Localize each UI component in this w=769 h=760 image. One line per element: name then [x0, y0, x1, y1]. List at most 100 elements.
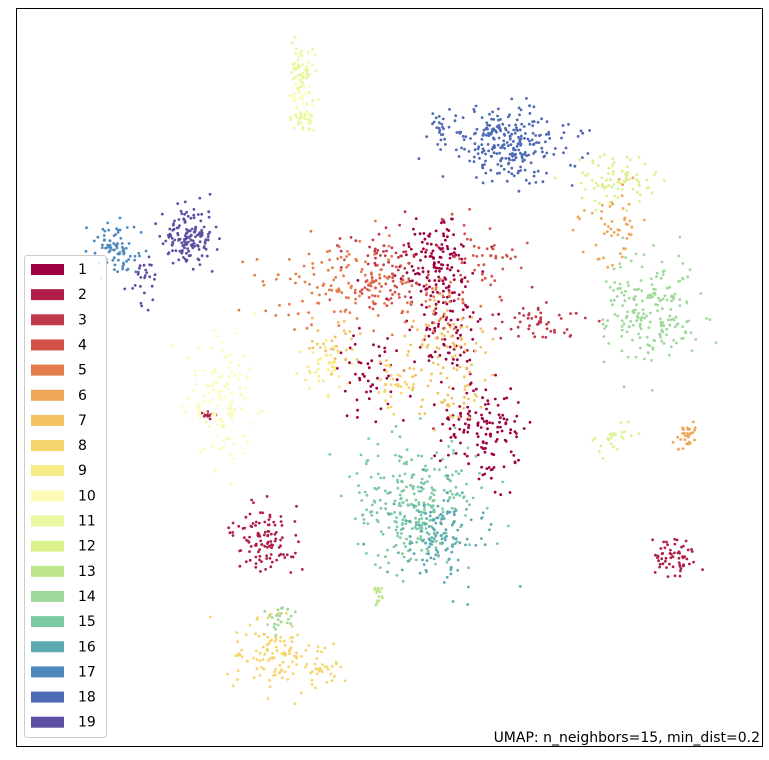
- point: [428, 514, 432, 518]
- point: [299, 111, 302, 115]
- point: [637, 312, 640, 315]
- point: [420, 477, 424, 481]
- point: [659, 298, 663, 302]
- point: [453, 354, 457, 357]
- point: [453, 343, 456, 347]
- point: [180, 241, 184, 245]
- point: [490, 155, 494, 158]
- point: [578, 158, 581, 162]
- point: [487, 131, 490, 135]
- point: [438, 459, 442, 463]
- series-3: [336, 210, 601, 340]
- point: [307, 60, 310, 64]
- point: [647, 186, 650, 190]
- point: [652, 287, 655, 291]
- point: [217, 417, 221, 421]
- point: [634, 355, 638, 359]
- point: [678, 298, 682, 301]
- point: [645, 178, 649, 182]
- point: [202, 246, 206, 250]
- point: [609, 436, 613, 440]
- point: [583, 316, 587, 320]
- point: [422, 232, 426, 235]
- point: [423, 313, 426, 316]
- point: [569, 163, 572, 167]
- point: [323, 345, 327, 349]
- legend-label-9: 9: [78, 463, 87, 479]
- point: [520, 156, 524, 160]
- point: [439, 534, 443, 537]
- point: [433, 327, 436, 330]
- point: [305, 65, 308, 68]
- point: [494, 129, 497, 132]
- point: [362, 518, 366, 521]
- point: [383, 489, 387, 493]
- point: [491, 110, 494, 114]
- legend-swatch-4: [31, 339, 64, 351]
- point: [348, 330, 352, 333]
- point: [476, 421, 480, 425]
- point: [445, 404, 449, 407]
- point: [666, 543, 669, 547]
- point: [494, 373, 497, 377]
- point: [170, 236, 174, 240]
- point: [622, 322, 626, 326]
- point: [394, 251, 398, 255]
- point: [632, 311, 636, 315]
- point: [326, 668, 330, 671]
- point: [441, 246, 444, 250]
- point: [171, 249, 174, 253]
- point: [453, 346, 457, 350]
- point: [338, 237, 342, 240]
- point: [272, 520, 276, 524]
- point: [442, 499, 446, 502]
- point: [420, 303, 424, 307]
- point: [248, 558, 252, 562]
- point: [435, 548, 438, 552]
- point: [248, 550, 251, 553]
- point: [545, 322, 548, 326]
- point: [465, 325, 469, 329]
- point: [483, 378, 487, 382]
- point: [509, 257, 513, 260]
- point: [523, 136, 526, 140]
- point: [660, 307, 664, 311]
- point: [445, 245, 449, 248]
- point: [604, 280, 608, 283]
- point: [708, 318, 712, 321]
- point: [311, 266, 315, 270]
- point: [488, 411, 492, 415]
- point: [304, 649, 308, 652]
- point: [501, 413, 505, 417]
- point: [187, 240, 190, 244]
- point: [658, 565, 662, 569]
- point: [182, 240, 186, 243]
- point: [368, 305, 372, 309]
- point: [402, 419, 405, 422]
- point: [237, 364, 241, 367]
- point: [650, 191, 654, 195]
- point: [460, 280, 464, 284]
- point: [489, 132, 493, 136]
- point: [370, 503, 374, 507]
- point: [228, 452, 232, 456]
- point: [440, 380, 443, 384]
- point: [441, 250, 445, 254]
- point: [442, 127, 445, 131]
- point: [487, 402, 490, 406]
- point: [437, 300, 440, 304]
- point: [371, 307, 375, 311]
- point: [143, 291, 146, 295]
- point: [401, 579, 405, 583]
- point: [454, 436, 457, 439]
- point: [431, 112, 435, 115]
- point: [475, 127, 479, 131]
- point: [444, 278, 448, 281]
- point: [298, 78, 302, 81]
- point: [602, 335, 606, 338]
- point: [391, 279, 395, 283]
- point: [311, 346, 315, 350]
- point: [462, 495, 466, 499]
- point: [197, 413, 201, 416]
- point: [460, 278, 464, 281]
